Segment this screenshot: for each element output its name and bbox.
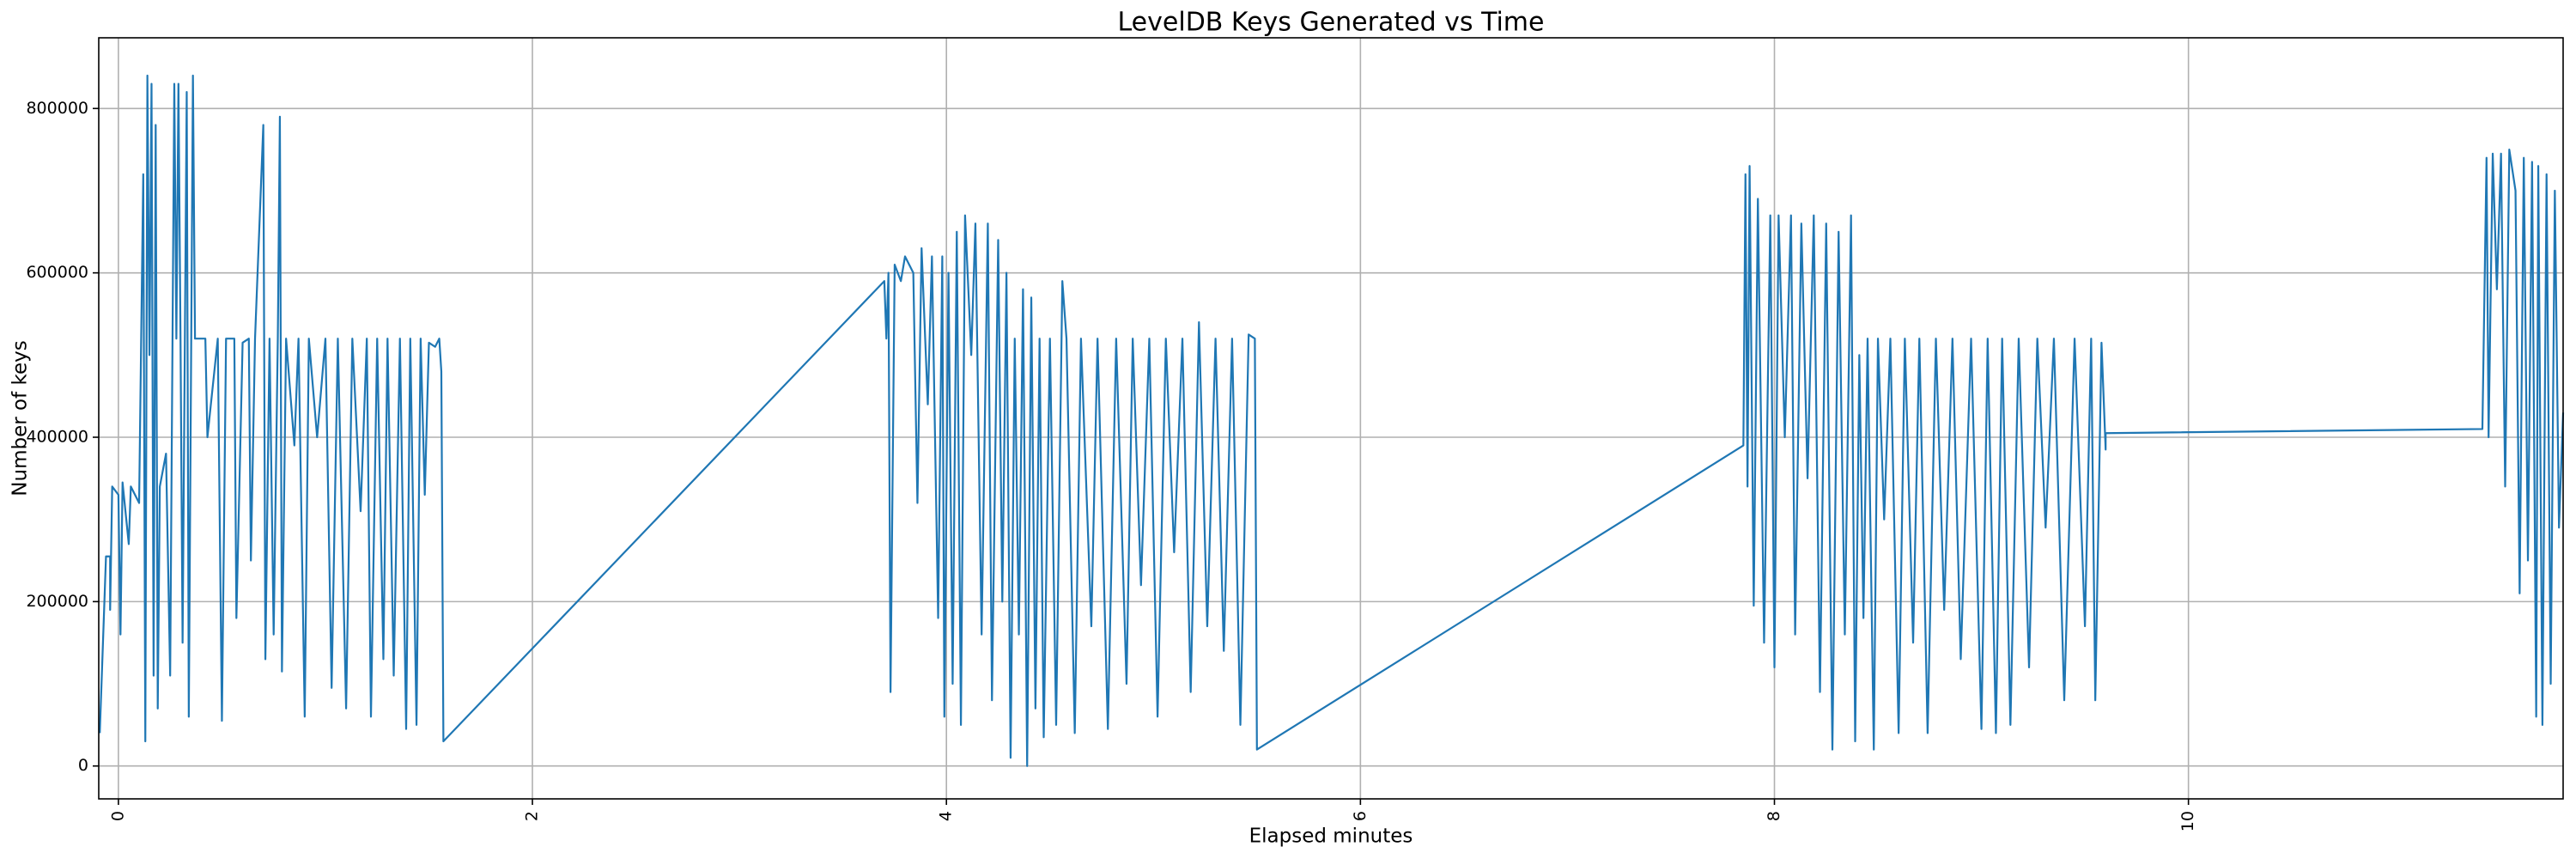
x-tick-label: 6 [1351,811,1370,821]
y-tick-label: 600000 [26,263,88,282]
chart-title: LevelDB Keys Generated vs Time [1118,8,1545,38]
plot-frame [98,37,2564,800]
y-tick-label: 0 [78,756,88,775]
x-tick-label: 2 [523,811,542,821]
x-axis-label: Elapsed minutes [1249,825,1413,848]
y-tick-label: 400000 [26,428,88,447]
x-tick-label: 8 [1765,811,1783,821]
x-tick-label: 10 [2178,811,2197,832]
y-tick-label: 800000 [26,99,88,118]
data-line [99,74,2565,767]
y-tick-label: 200000 [26,592,88,611]
x-tick-label: 4 [937,811,956,821]
y-axis-label: Number of keys [9,340,32,496]
x-tick-label: 0 [108,811,127,821]
